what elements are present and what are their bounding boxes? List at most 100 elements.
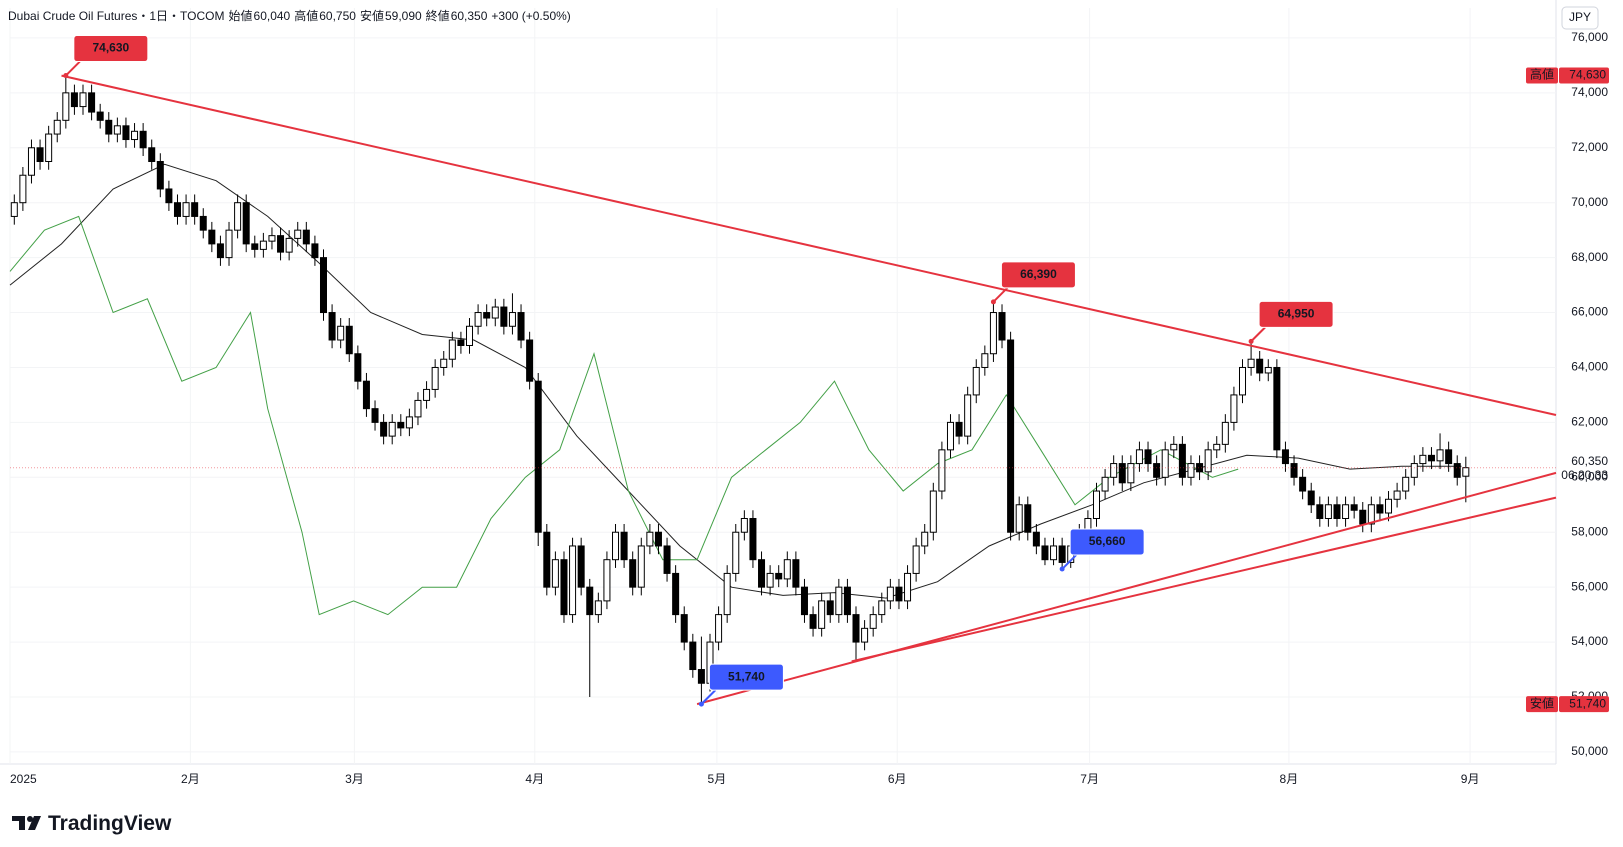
currency-box[interactable] — [1561, 6, 1599, 30]
y-tick-label: 68,000 — [1571, 250, 1608, 264]
candle-body — [775, 572, 783, 580]
candle-body — [148, 147, 156, 163]
candle-body — [1453, 463, 1461, 478]
legend: Dubai Crude Oil Futures・1日・TOCOM 始値60,040… — [8, 7, 575, 24]
legend-value: 60,040 — [253, 9, 291, 23]
candle-body — [646, 531, 654, 547]
candle-body — [328, 312, 336, 341]
y-tick-label: 50,000 — [1571, 744, 1608, 758]
candle-body — [560, 559, 568, 616]
candle-body — [36, 147, 44, 163]
candle-body — [1110, 463, 1118, 478]
candle-body — [431, 366, 439, 390]
logo — [12, 816, 41, 830]
candle-body — [852, 614, 860, 643]
candle-body — [921, 531, 929, 547]
candle-body — [569, 545, 577, 616]
candle-body — [251, 243, 259, 250]
candle-body — [758, 559, 766, 588]
candle-body — [173, 202, 181, 217]
candle-body — [1376, 504, 1384, 514]
x-tick-label: 6月 — [888, 772, 907, 786]
candle-body — [620, 531, 628, 561]
last-price: 60,350 — [1571, 454, 1608, 468]
x-tick-label: 8月 — [1280, 772, 1299, 786]
candle-body — [182, 202, 190, 217]
candle-body — [1290, 463, 1298, 478]
candle-body — [1024, 504, 1032, 533]
candle-body — [45, 133, 53, 163]
candle-body — [715, 614, 723, 643]
brand[interactable]: TradingView — [12, 810, 171, 836]
candle-body — [1118, 463, 1126, 484]
callout-pointer — [1061, 554, 1077, 570]
candle-body — [199, 215, 207, 231]
candle-body — [1419, 454, 1427, 465]
candle-body — [1032, 531, 1040, 547]
candle-body — [543, 531, 551, 588]
x-tick-label: 3月 — [345, 772, 364, 786]
candle-body — [1161, 449, 1169, 478]
candle-body — [1273, 366, 1281, 451]
candle-body — [1238, 366, 1247, 396]
legend-label: 高値 — [294, 9, 319, 23]
candle-body — [1015, 504, 1023, 533]
axis-tag-box — [1559, 696, 1609, 713]
candle-body — [637, 545, 645, 588]
candle-body — [1170, 443, 1178, 451]
y-tick-label: 64,000 — [1571, 360, 1608, 374]
candle-body — [70, 92, 78, 108]
candle-body — [1367, 504, 1375, 525]
candle-body — [122, 125, 130, 141]
callout-label: 74,630 — [92, 41, 129, 55]
callout-pointer — [992, 287, 1009, 303]
y-tick-label: 72,000 — [1571, 140, 1608, 154]
candle-body — [448, 339, 456, 360]
candle-body — [156, 161, 164, 190]
candle-body — [1410, 463, 1418, 478]
candle-body — [1445, 449, 1453, 465]
candle-body — [139, 130, 147, 149]
candle-body — [311, 243, 319, 259]
candle-body — [337, 325, 345, 341]
candle-body — [792, 559, 800, 588]
candle-body — [989, 312, 997, 355]
candle-body — [938, 449, 946, 492]
candle-body — [19, 174, 27, 204]
candle-body — [465, 325, 474, 346]
candle-body — [1402, 476, 1410, 492]
candle-body — [1264, 366, 1272, 374]
candle-body — [354, 353, 362, 382]
candle-body — [259, 240, 267, 250]
candle-body — [242, 202, 250, 245]
callout-box — [1258, 300, 1334, 328]
candle-body — [1196, 463, 1204, 473]
candle-body — [1350, 504, 1358, 511]
legend-value: 59,090 — [384, 9, 422, 23]
candle-body — [663, 545, 671, 574]
candle-body — [62, 92, 70, 121]
countdown: 06:20:33 — [1561, 468, 1608, 482]
candle-body — [929, 490, 937, 533]
callout-dot — [698, 701, 704, 707]
candle-body — [268, 235, 276, 242]
candle-body — [800, 586, 808, 616]
legend-change: +300 (+0.50%) — [491, 9, 571, 23]
candle-body — [534, 380, 542, 533]
candle-body — [302, 229, 310, 245]
callout-label: 56,660 — [1089, 534, 1126, 548]
candle-body — [1135, 449, 1143, 465]
candle-body — [88, 92, 96, 113]
y-tick-label: 74,000 — [1571, 85, 1608, 99]
candle-body — [946, 421, 954, 451]
x-tick-label: 4月 — [525, 772, 544, 786]
candle-body — [457, 339, 465, 346]
candle-body — [165, 188, 173, 204]
candle-body — [500, 306, 508, 327]
candle-body — [1333, 504, 1341, 519]
candle-body — [1221, 421, 1229, 445]
candle-body — [955, 421, 963, 437]
candle-body — [723, 572, 731, 616]
candle-body — [483, 312, 491, 319]
candle-body — [835, 586, 843, 616]
